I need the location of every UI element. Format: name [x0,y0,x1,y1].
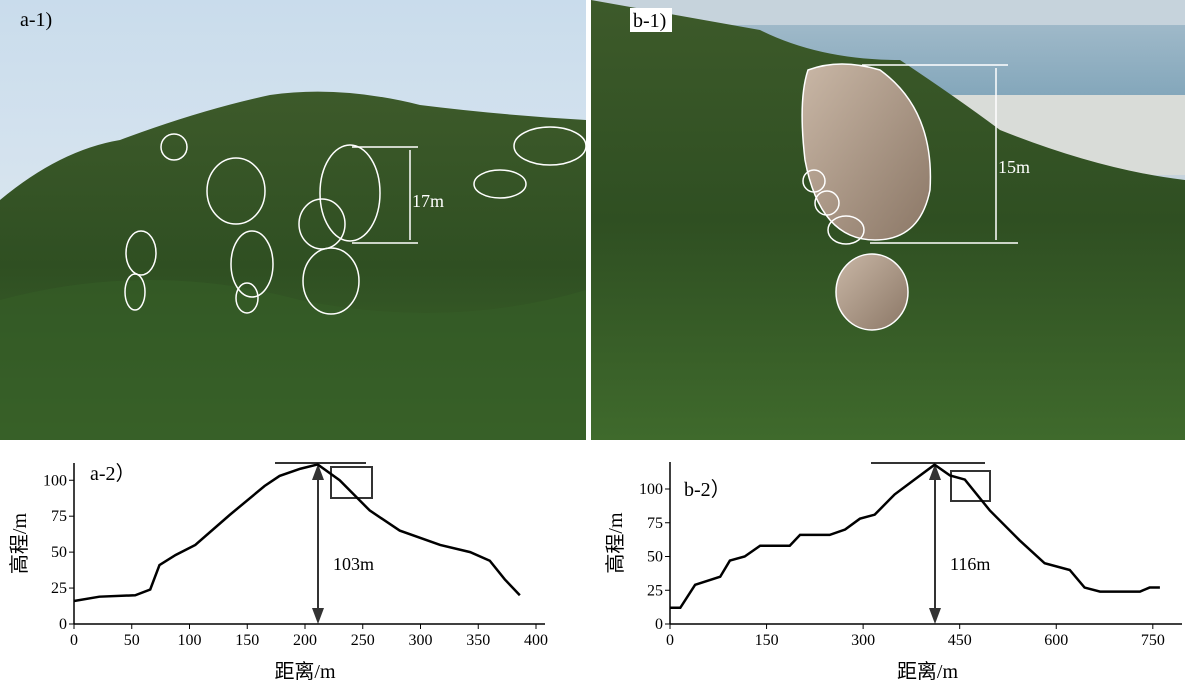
annotation: 103m [333,554,374,574]
y-tick-label: 25 [647,582,663,599]
x-tick-label: 300 [409,632,433,649]
panel-label: a-1) [20,9,52,31]
annotation: 116m [950,554,990,574]
panel-label: a-2） [90,462,136,485]
x-tick-label: 100 [178,632,202,649]
y-tick-label: 100 [43,472,67,489]
photo-annotation: 17m [412,191,444,211]
x-tick-label: 0 [666,632,674,649]
x-tick-label: 400 [524,632,548,649]
x-tick-label: 750 [1141,632,1165,649]
x-tick-label: 200 [293,632,317,649]
x-tick-label: 600 [1044,632,1068,649]
arrow-head [312,464,941,624]
panel-label: b-2） [684,478,731,501]
x-tick-label: 350 [466,632,490,649]
elevation-line [670,463,1160,610]
y-axis-label: 高程/m [604,512,627,574]
chart-decoration [275,462,991,614]
x-tick-label: 300 [851,632,875,649]
photo-a: 17m a-1) [0,0,587,441]
x-tick-label: 150 [235,632,259,649]
y-tick-label: 0 [59,616,67,633]
x-tick-label: 50 [124,632,140,649]
y-tick-label: 100 [639,481,663,498]
y-tick-label: 75 [647,515,663,532]
elevation-line [73,463,521,603]
y-tick-label: 75 [51,508,67,525]
x-tick-label: 150 [755,632,779,649]
y-tick-label: 50 [51,544,67,561]
x-tick-label: 250 [351,632,375,649]
panel-label: b-1) [633,10,666,32]
y-tick-label: 25 [51,580,67,597]
photo-annotation: 15m [998,157,1030,177]
y-tick-label: 0 [655,616,663,633]
photo-b: 15m b-1) [591,0,1185,440]
x-tick-label: 0 [70,632,78,649]
y-axis-label: 高程/m [8,513,31,575]
x-axis-label: 距离/m [897,660,959,683]
y-tick-label: 50 [647,549,663,566]
x-axis-label: 距离/m [274,660,336,683]
x-tick-label: 450 [948,632,972,649]
